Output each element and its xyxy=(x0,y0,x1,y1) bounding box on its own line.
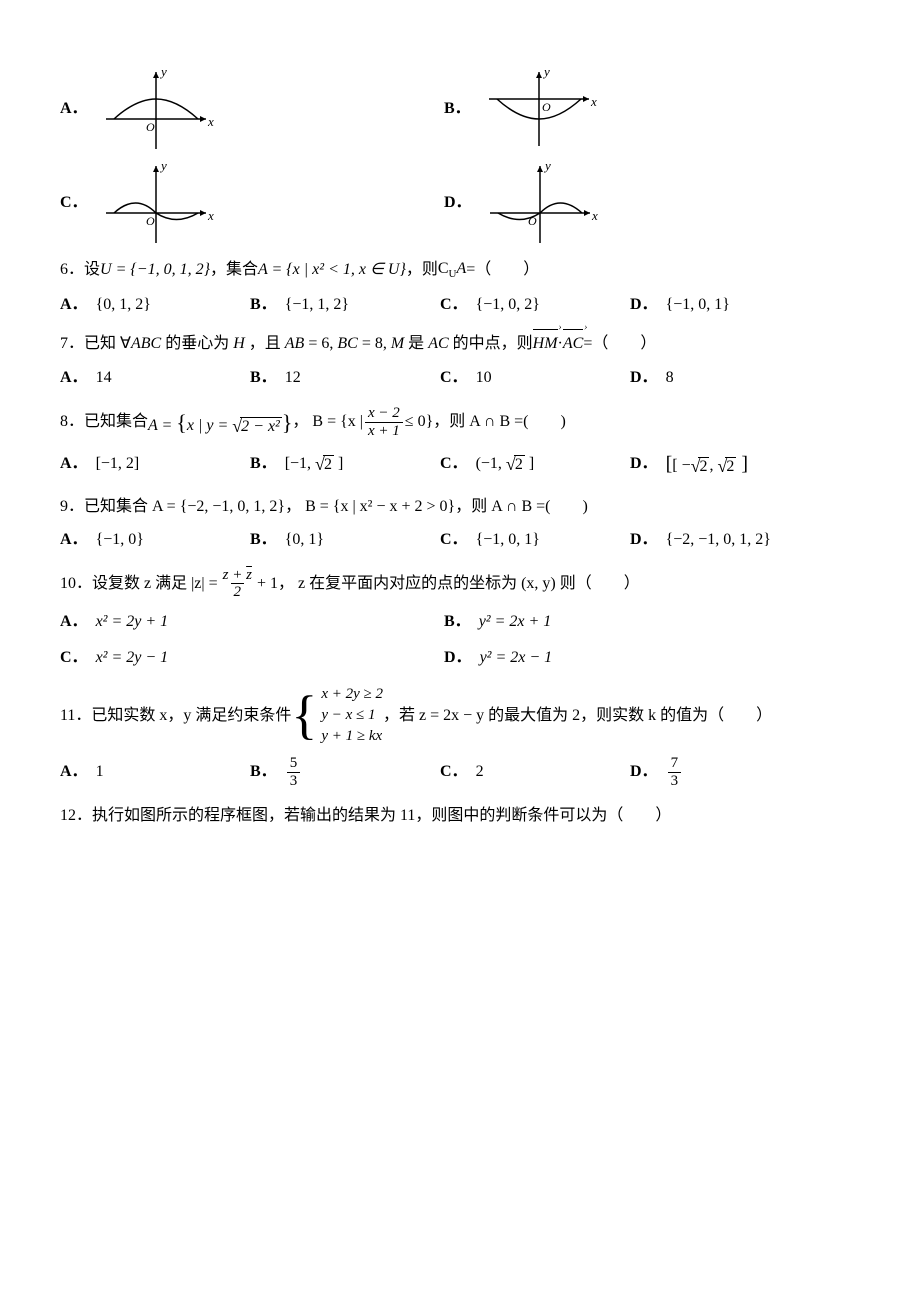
option-c-graph: C． x y O xyxy=(60,158,444,248)
q10-stem: 10．设复数 z 满足 |z| = z + z2 + 1， z 在复平面内对应的… xyxy=(60,567,860,601)
q8-set-a: A = {x | y = √2 − x²} xyxy=(148,405,292,440)
svg-text:x: x xyxy=(591,208,598,223)
option-b-label: B． xyxy=(444,96,471,122)
option-d-graph: D． x y O xyxy=(444,158,828,248)
q12-stem: 12．执行如图所示的程序框图，若输出的结果为 11，则图中的判断条件可以为（ ） xyxy=(60,803,860,829)
q6-text-mid1: ，集合 xyxy=(210,257,258,283)
q10-options: A．x² = 2y + 1 B．y² = 2x + 1 C．x² = 2y − … xyxy=(60,609,860,670)
q9-option-b: B．{0, 1} xyxy=(250,527,440,553)
q10-text-pre: 10．设复数 z 满足 |z| = xyxy=(60,571,218,597)
q8-options: A．[−1, 2] B．[−1, √2 ] C．(−1, √2 ] D．[[ −… xyxy=(60,448,860,480)
graph-d: x y O xyxy=(480,158,600,248)
q10-option-c: C．x² = 2y − 1 xyxy=(60,645,444,671)
q8-text-end: ≤ 0}，则 A ∩ B =( ) xyxy=(405,409,566,435)
q6-text-pre: 6．设 xyxy=(60,257,100,283)
q8-option-d: D．[[ −√2, √2 ] xyxy=(630,448,820,480)
option-b-graph: B． x y O xyxy=(444,64,828,154)
graph-a: x y O xyxy=(96,64,216,154)
q11-option-a: A．1 xyxy=(60,755,250,789)
q9-options: A．{−1, 0} B．{0, 1} C．{−1, 0, 1} D．{−2, −… xyxy=(60,527,860,553)
svg-text:x: x xyxy=(590,94,597,109)
q6-text-end: =（ ） xyxy=(466,257,539,283)
graph-c: x y O xyxy=(96,158,216,248)
q10-text-mid: + 1， z 在复平面内对应的点的坐标为 (x, y) 则（ ） xyxy=(257,571,640,597)
q11-text-pre: 11．已知实数 x，y 满足约束条件 xyxy=(60,703,291,729)
q7-text-end: =（ ） xyxy=(583,331,656,357)
q12-text: 12．执行如图所示的程序框图，若输出的结果为 11，则图中的判断条件可以为（ ） xyxy=(60,803,671,829)
q6-option-b: B．{−1, 1, 2} xyxy=(250,292,440,318)
q6-options: A．{0, 1, 2} B．{−1, 1, 2} C．{−1, 0, 2} D．… xyxy=(60,292,860,318)
q9-stem: 9．已知集合 A = {−2, −1, 0, 1, 2}， B = {x | x… xyxy=(60,494,860,520)
q8-option-b: B．[−1, √2 ] xyxy=(250,448,440,480)
q10-frac: z + z2 xyxy=(220,567,255,601)
svg-text:y: y xyxy=(542,64,550,79)
q10-option-b: B．y² = 2x + 1 xyxy=(444,609,828,635)
svg-text:O: O xyxy=(542,100,551,114)
option-a-label: A． xyxy=(60,96,88,122)
svg-text:y: y xyxy=(159,158,167,173)
svg-text:x: x xyxy=(207,114,214,129)
q7-option-c: C．10 xyxy=(440,365,630,391)
q6-option-d: D．{−1, 0, 1} xyxy=(630,292,820,318)
q8-text-mid: ， B = {x | xyxy=(292,409,363,435)
q7-option-b: B．12 xyxy=(250,365,440,391)
q6-option-c: C．{−1, 0, 2} xyxy=(440,292,630,318)
q10-option-a: A．x² = 2y + 1 xyxy=(60,609,444,635)
svg-text:y: y xyxy=(543,158,551,173)
q9-option-d: D．{−2, −1, 0, 1, 2} xyxy=(630,527,820,553)
svg-text:O: O xyxy=(146,120,155,134)
q6-stem: 6．设 U = {−1, 0, 1, 2} ，集合 A = {x | x² < … xyxy=(60,256,860,284)
q11-option-b: B．53 xyxy=(250,755,440,789)
graph-row-2: C． x y O D． x y O xyxy=(60,158,860,248)
q7-options: A．14 B．12 C．10 D．8 xyxy=(60,365,860,391)
q11-option-c: C．2 xyxy=(440,755,630,789)
q6-expr: CUA xyxy=(438,256,466,284)
q5-graph-options: A． x y O B． x y O xyxy=(60,64,860,248)
q7-stem: 7．已知 ∀ABC 的垂心为 H ，且 AB = 6, BC = 8, M 是 … xyxy=(60,331,860,357)
q9-option-a: A．{−1, 0} xyxy=(60,527,250,553)
q8-option-a: A．[−1, 2] xyxy=(60,448,250,480)
svg-text:x: x xyxy=(207,208,214,223)
q8-text-pre: 8．已知集合 xyxy=(60,409,148,435)
option-a-graph: A． x y O xyxy=(60,64,444,154)
q11-options: A．1 B．53 C．2 D．73 xyxy=(60,755,860,789)
svg-text:y: y xyxy=(159,64,167,79)
q6-set-u: U = {−1, 0, 1, 2} xyxy=(100,257,210,283)
graph-row-1: A． x y O B． x y O xyxy=(60,64,860,154)
q11-system: { x + 2y ≥ 2 y − x ≤ 1 y + 1 ≥ kx xyxy=(291,684,383,747)
q7-text-pre: 7．已知 ∀ABC 的垂心为 H ，且 AB = 6, BC = 8, M 是 … xyxy=(60,331,533,357)
graph-b: x y O xyxy=(479,64,599,154)
q8-frac: x − 2x + 1 xyxy=(365,405,403,439)
q7-vec-ac: AC xyxy=(563,331,583,357)
q8-option-c: C．(−1, √2 ] xyxy=(440,448,630,480)
svg-text:O: O xyxy=(146,214,155,228)
q7-vec-hm: HM xyxy=(533,331,558,357)
option-c-label: C． xyxy=(60,190,88,216)
q11-option-d: D．73 xyxy=(630,755,820,789)
q11-stem: 11．已知实数 x，y 满足约束条件 { x + 2y ≥ 2 y − x ≤ … xyxy=(60,684,860,747)
q8-stem: 8．已知集合 A = {x | y = √2 − x²} ， B = {x | … xyxy=(60,405,860,440)
q7-option-a: A．14 xyxy=(60,365,250,391)
q6-text-mid2: ，则 xyxy=(406,257,438,283)
q6-option-a: A．{0, 1, 2} xyxy=(60,292,250,318)
q6-set-a: A = {x | x² < 1, x ∈ U} xyxy=(258,257,406,283)
q7-option-d: D．8 xyxy=(630,365,820,391)
q9-text: 9．已知集合 A = {−2, −1, 0, 1, 2}， B = {x | x… xyxy=(60,494,588,520)
q9-option-c: C．{−1, 0, 1} xyxy=(440,527,630,553)
q11-text-mid: ，若 z = 2x − y 的最大值为 2，则实数 k 的值为（ ） xyxy=(383,703,772,729)
option-d-label: D． xyxy=(444,190,472,216)
q10-option-d: D．y² = 2x − 1 xyxy=(444,645,828,671)
